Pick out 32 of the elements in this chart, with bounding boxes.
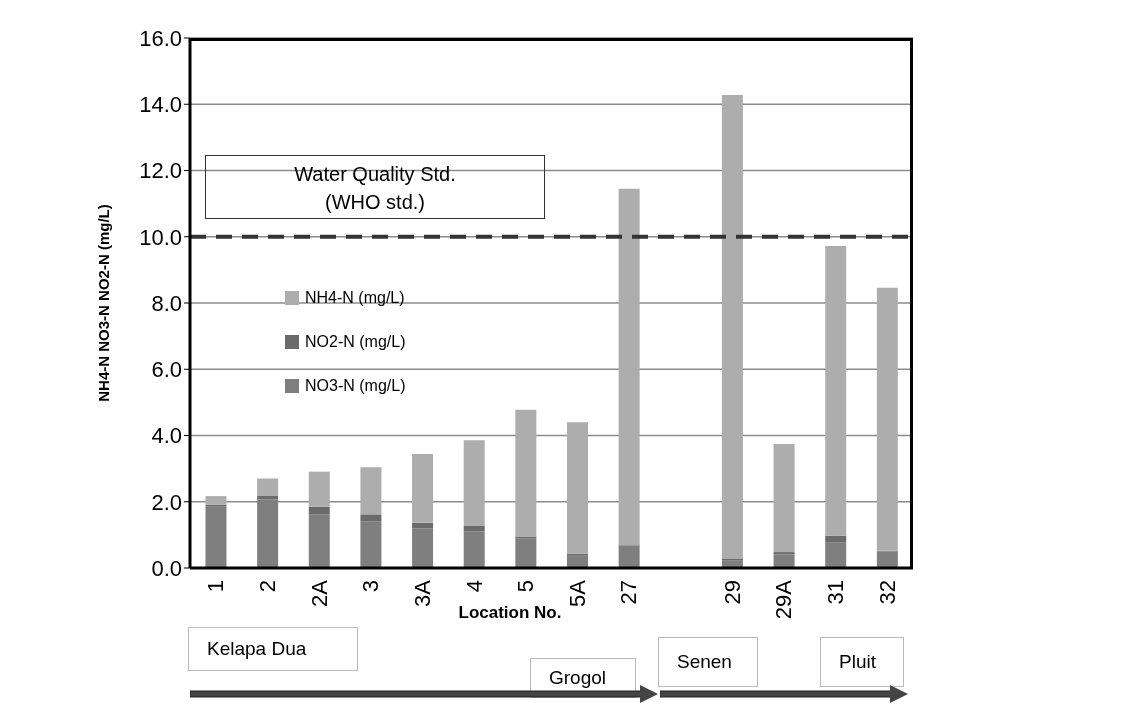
text: Grogol bbox=[530, 658, 636, 698]
y-axis-title: NH4-N NO3-N NO2-N (mg/L) bbox=[94, 204, 112, 402]
x-tick-label: 5 bbox=[513, 580, 539, 593]
y-tick-label: 8.0 bbox=[151, 290, 182, 316]
x-tick-label: 3A bbox=[409, 579, 435, 607]
y-tick-label: 0.0 bbox=[151, 555, 182, 581]
x-tick-label: 2A bbox=[306, 579, 332, 607]
text: Senen bbox=[658, 637, 758, 687]
y-tick-label: 4.0 bbox=[151, 423, 182, 449]
x-tick-label: 5A bbox=[564, 579, 590, 607]
y-tick-label: 12.0 bbox=[139, 158, 182, 184]
y-tick-label: 14.0 bbox=[139, 92, 182, 118]
note-box: Water Quality Std. (WHO std.) bbox=[205, 155, 545, 219]
x-tick-label: 31 bbox=[823, 580, 849, 605]
y-tick-label: 6.0 bbox=[151, 357, 182, 383]
x-axis-title: Location No. bbox=[458, 603, 562, 623]
x-tick-label: 2 bbox=[254, 580, 280, 593]
text: Kelapa Dua bbox=[188, 627, 358, 671]
x-tick-label: 3 bbox=[358, 580, 384, 593]
legend-label: NO3-N (mg/L) bbox=[305, 377, 406, 395]
text: Pluit bbox=[820, 637, 904, 687]
x-tick-label: 29A bbox=[771, 579, 797, 620]
x-tick-label: 1 bbox=[203, 580, 229, 593]
x-tick-label: 29 bbox=[719, 580, 745, 605]
x-tick-label: 27 bbox=[616, 580, 642, 605]
legend-label: NO2-N (mg/L) bbox=[305, 333, 406, 351]
x-tick-label: 4 bbox=[461, 580, 487, 593]
y-tick-label: 16.0 bbox=[139, 25, 182, 51]
x-tick-label: 32 bbox=[874, 580, 900, 605]
y-tick-label: 2.0 bbox=[151, 489, 182, 515]
legend-label: NH4-N (mg/L) bbox=[305, 289, 405, 307]
y-tick-label: 10.0 bbox=[139, 224, 182, 250]
